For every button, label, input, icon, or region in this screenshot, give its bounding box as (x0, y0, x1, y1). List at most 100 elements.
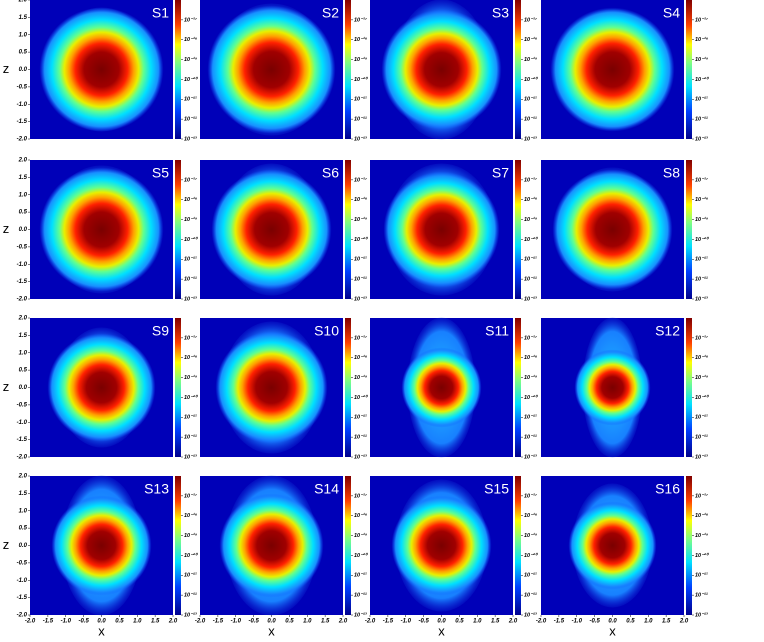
colorbar-tick-label: 10⁻²² (695, 592, 708, 599)
panel-title: S10 (314, 323, 339, 339)
colorbar-tick-label: 10⁻¹⁷ (354, 176, 368, 183)
x-tick-label: -2.0 (25, 619, 36, 625)
y-tick-label: 0.0 (19, 543, 28, 549)
colorbar-tick-label: 10⁻²² (695, 276, 708, 283)
y-axis-label: z (3, 221, 10, 236)
colorbar-tick-label: 10⁻¹⁸ (524, 196, 538, 203)
colorbar-tick-label: 10⁻¹⁷ (524, 492, 538, 499)
colorbar (686, 318, 692, 457)
colorbar-tick-label: 10⁻¹⁷ (354, 334, 368, 341)
colorbar-tick-label: 10⁻¹⁹ (524, 374, 538, 381)
colorbar-tick-label: 10⁻²¹ (184, 256, 197, 263)
colorbar-tick-label: 10⁻¹⁹ (184, 374, 198, 381)
x-axis-label: x (268, 623, 275, 638)
colorbar-tick-label: 10⁻²² (695, 116, 708, 123)
colorbar-tick-label: 10⁻²⁰ (695, 552, 710, 559)
density-core (219, 493, 324, 598)
density-core (51, 495, 152, 596)
x-tick-label: -1.0 (572, 619, 583, 625)
colorbar-tick-label: 10⁻²² (524, 434, 537, 441)
colorbar-tick-label: 10⁻²³ (695, 135, 708, 142)
x-tick-label: 2.0 (338, 619, 348, 625)
panel-title: S11 (485, 323, 509, 339)
colorbar-tick-label: 10⁻²³ (524, 453, 537, 460)
panel: S7 10⁻¹⁷ 10⁻¹⁸ 10⁻¹⁹ 10⁻²⁰ 10⁻²¹ 10⁻²² 10⁻²³ (370, 160, 539, 302)
colorbar (515, 0, 521, 139)
y-tick-label: 1.0 (19, 32, 28, 38)
y-tick-label: 0.5 (19, 368, 28, 374)
colorbar-tick-label: 10⁻²² (695, 434, 708, 441)
colorbar-tick-label: 10⁻²³ (524, 295, 537, 302)
colorbar-tick-label: 10⁻¹⁹ (524, 216, 538, 223)
colorbar-tick-label: 10⁻¹⁷ (354, 492, 368, 499)
x-tick-label: 1.0 (303, 619, 312, 625)
y-tick-label: -1.0 (17, 102, 28, 108)
density-core (207, 5, 336, 134)
colorbar-tick-label: 10⁻¹⁹ (695, 56, 709, 63)
x-tick-label: 1.5 (662, 619, 671, 625)
panel-title: S5 (152, 165, 169, 181)
colorbar-tick-label: 10⁻¹⁷ (354, 16, 368, 23)
colorbar-tick-label: 10⁻²⁰ (695, 76, 710, 83)
density-core (47, 333, 156, 442)
x-tick-label: -1.5 (43, 619, 54, 625)
colorbar-tick-label: 10⁻¹⁸ (695, 36, 709, 43)
colorbar-tick-label: 10⁻²¹ (524, 256, 537, 263)
colorbar (175, 318, 181, 457)
y-tick-label: 0.5 (19, 210, 28, 216)
x-tick-label: -0.5 (589, 619, 600, 625)
colorbar-tick-label: 10⁻¹⁷ (524, 16, 538, 23)
y-tick-label: 0.0 (19, 385, 28, 391)
colorbar-tick-label: 10⁻²³ (354, 611, 367, 618)
y-tick-label: -1.0 (17, 578, 28, 584)
colorbar-tick-label: 10⁻²³ (524, 135, 537, 142)
colorbar-tick-label: 10⁻²¹ (354, 96, 367, 103)
y-tick-label: -0.5 (17, 244, 28, 250)
x-tick-label: 1.0 (644, 619, 653, 625)
colorbar-tick-label: 10⁻²⁰ (524, 76, 539, 83)
y-tick-label: 1.0 (19, 350, 28, 356)
y-tick-label: 0.5 (19, 50, 28, 56)
colorbar-tick-label: 10⁻¹⁷ (184, 492, 198, 499)
x-tick-label: -1.0 (61, 619, 72, 625)
colorbar (515, 476, 521, 615)
colorbar-tick-label: 10⁻²¹ (354, 572, 367, 579)
colorbar-tick-label: 10⁻¹⁸ (184, 196, 198, 203)
colorbar (686, 476, 692, 615)
colorbar-tick-label: 10⁻²³ (184, 611, 197, 618)
panel: S11 10⁻¹⁷ 10⁻¹⁸ 10⁻¹⁹ 10⁻²⁰ 10⁻²¹ 10⁻²² 10⁻²³ (370, 317, 539, 460)
colorbar-tick-label: 10⁻²¹ (695, 414, 708, 421)
colorbar (175, 476, 181, 615)
panel: S16 10⁻¹⁷ 10⁻¹⁸ 10⁻¹⁹ 10⁻²⁰ 10⁻²¹ 10⁻²² 10⁻²³ -2… (536, 476, 710, 638)
colorbar-tick-label: 10⁻²² (184, 116, 197, 123)
colorbar-tick-label: 10⁻²³ (184, 453, 197, 460)
y-tick-label: -1.5 (17, 119, 28, 125)
colorbar-tick-label: 10⁻²⁰ (354, 552, 369, 559)
colorbar-tick-label: 10⁻²² (354, 276, 367, 283)
x-tick-label: 1.5 (321, 619, 330, 625)
y-tick-label: 2.0 (18, 158, 28, 164)
panel: S4 10⁻¹⁷ 10⁻¹⁸ 10⁻¹⁹ 10⁻²⁰ 10⁻²¹ 10⁻²² 10⁻²³ (541, 0, 710, 142)
colorbar (686, 160, 692, 299)
colorbar-tick-label: 10⁻¹⁹ (184, 216, 198, 223)
colorbar (515, 160, 521, 299)
y-tick-label: -1.5 (17, 437, 28, 443)
x-tick-label: 0.0 (437, 619, 446, 625)
density-core (401, 347, 482, 428)
x-axis-label: x (98, 623, 105, 638)
x-tick-label: 0.0 (267, 619, 276, 625)
y-tick-label: 0.0 (19, 67, 28, 73)
x-tick-label: 1.5 (491, 619, 500, 625)
density-core (550, 7, 675, 132)
density-core (568, 501, 657, 590)
colorbar (686, 0, 692, 139)
colorbar-tick-label: 10⁻²³ (354, 135, 367, 142)
colorbar-tick-label: 10⁻²⁰ (695, 394, 710, 401)
colorbar-tick-label: 10⁻²¹ (695, 572, 708, 579)
colorbar-tick-label: 10⁻²¹ (354, 414, 367, 421)
x-tick-label: -2.0 (365, 619, 376, 625)
y-tick-label: -2.0 (17, 137, 28, 143)
colorbar-tick-label: 10⁻¹⁸ (695, 512, 709, 519)
x-tick-label: 0.5 (455, 619, 464, 625)
y-tick-label: -0.5 (17, 84, 28, 90)
